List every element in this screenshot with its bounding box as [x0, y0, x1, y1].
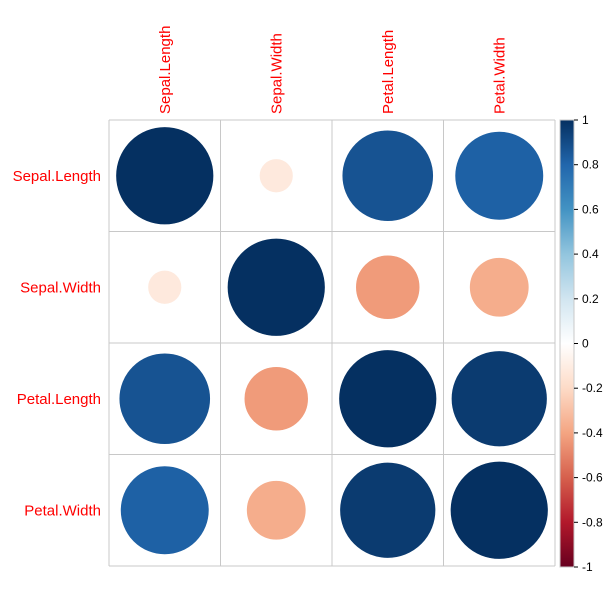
- column-labels: Sepal.Length Sepal.Width Petal.Length Petal…: [157, 26, 509, 114]
- row-label-sepal-width: Sepal.Width: [20, 279, 101, 296]
- corr-circle-sepal-width-petal-length: [355, 254, 421, 320]
- column-label-sepal-length: Sepal.Length: [157, 26, 174, 114]
- colorbar-tick-label: 0.8: [582, 158, 599, 172]
- colorbar-tick-label: 0.4: [582, 247, 599, 261]
- colorbar-tick-label: 0.6: [582, 202, 599, 216]
- corr-circle-petal-length-sepal-width: [243, 366, 309, 432]
- column-label-petal-width: Petal.Width: [491, 37, 508, 114]
- colorbar-bar: [559, 119, 575, 568]
- corr-circle-sepal-width-sepal-length: [147, 269, 183, 305]
- colorbar-tick-label: 1: [582, 113, 589, 127]
- corr-circle-petal-width-sepal-width: [246, 480, 307, 541]
- corr-circle-petal-length-petal-length: [338, 349, 438, 449]
- colorbar-tick-label: 0.2: [582, 292, 599, 306]
- row-labels: Sepal.Length Sepal.Width Petal.Length Petal…: [13, 168, 101, 520]
- colorbar: 1 0.8 0.6 0.4 0.2 0 -0.2 -0.4 -0.6 -0.8 -1: [559, 113, 603, 574]
- corr-circle-petal-width-petal-length: [339, 461, 437, 559]
- correlation-grid: [108, 119, 556, 567]
- row-label-sepal-length: Sepal.Length: [13, 168, 101, 185]
- corr-circle-sepal-width-petal-width: [469, 257, 530, 318]
- colorbar-tick-label: 0: [582, 337, 589, 351]
- corr-circle-petal-length-sepal-length: [118, 352, 211, 445]
- corr-circle-sepal-length-petal-length: [341, 129, 434, 222]
- colorbar-tick-label: -1: [582, 560, 593, 574]
- colorbar-tick-label: -0.2: [582, 381, 603, 395]
- corr-circle-petal-width-sepal-length: [119, 465, 210, 556]
- corr-circle-sepal-length-petal-width: [454, 130, 545, 221]
- column-label-petal-length: Petal.Length: [380, 30, 397, 114]
- column-label-sepal-width: Sepal.Width: [268, 33, 285, 114]
- corr-circle-petal-width-petal-width: [449, 460, 549, 560]
- row-label-petal-length: Petal.Length: [17, 391, 101, 408]
- corr-circle-petal-length-petal-width: [450, 350, 548, 448]
- corr-circle-sepal-width-sepal-width: [226, 237, 326, 337]
- row-label-petal-width: Petal.Width: [24, 502, 101, 519]
- colorbar-tick-label: -0.6: [582, 471, 603, 485]
- corr-circle-sepal-length-sepal-width: [258, 158, 294, 194]
- corr-circle-sepal-length-sepal-length: [115, 126, 215, 226]
- colorbar-tick-label: -0.8: [582, 515, 603, 529]
- colorbar-tick-label: -0.4: [582, 426, 603, 440]
